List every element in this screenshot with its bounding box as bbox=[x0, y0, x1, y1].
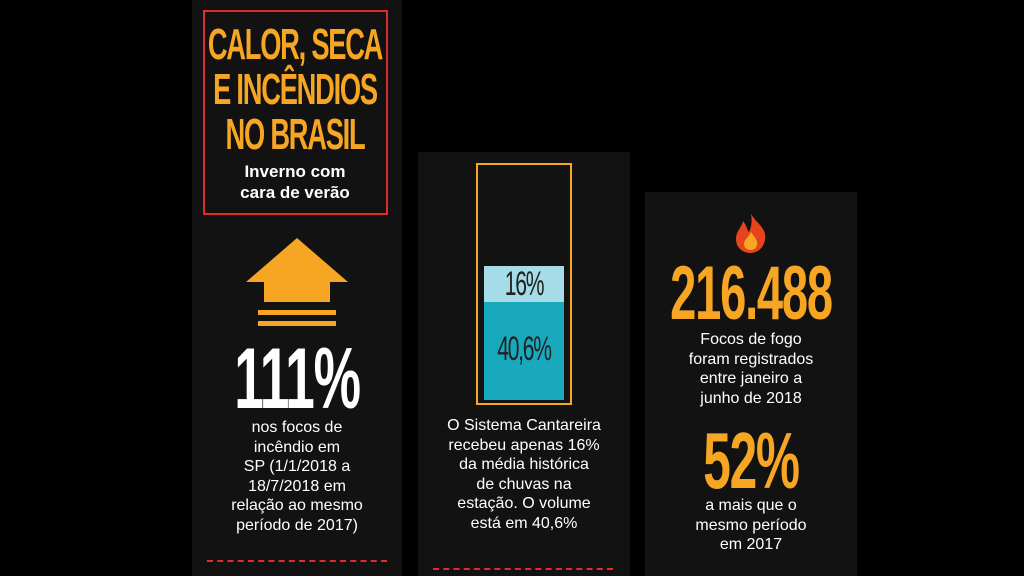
up-arrow-icon bbox=[246, 238, 348, 326]
text-line: nos focos de bbox=[251, 419, 343, 436]
text-line: foram registrados bbox=[688, 350, 814, 368]
title: CALOR, SECA E INCÊNDIOS NO BRASIL bbox=[205, 22, 385, 157]
title-box bbox=[203, 10, 388, 215]
text-line: 18/7/2018 em bbox=[248, 477, 346, 495]
flame-icon bbox=[736, 214, 766, 253]
description: nos focos de incêndio em SP (1/1/2018 a 18/… bbox=[192, 418, 402, 535]
text-line: relação ao mesmo bbox=[231, 497, 363, 514]
volume-label: 40,6% bbox=[497, 330, 552, 368]
text-line: da média histórica bbox=[459, 456, 589, 473]
stat: 52% bbox=[703, 416, 800, 505]
text-line: em 2017 bbox=[719, 536, 783, 553]
text-line: cara de verão bbox=[240, 183, 350, 202]
volume-level bbox=[484, 302, 564, 400]
text-line: a mais que o bbox=[705, 497, 797, 514]
divider bbox=[433, 568, 613, 570]
text-line: CALOR, SECA bbox=[207, 20, 384, 69]
subtitle: Inverno com cara de verão bbox=[205, 161, 385, 203]
divider bbox=[207, 560, 387, 562]
panel bbox=[645, 192, 857, 576]
text-line: entre janeiro a bbox=[699, 370, 803, 387]
description: a mais que o mesmo período em 2017 bbox=[645, 496, 857, 555]
text-line: Inverno com bbox=[244, 162, 346, 181]
text-line: incêndio em bbox=[253, 438, 341, 456]
rain-label: 16% bbox=[504, 265, 545, 303]
text-line: de chuvas na bbox=[476, 475, 572, 493]
stat: 111% bbox=[234, 331, 361, 427]
text-line: estação. O volume bbox=[457, 495, 591, 512]
reservoir bbox=[476, 163, 572, 405]
rain-level bbox=[484, 266, 564, 302]
description: Focos de fogo foram registrados entre jane… bbox=[645, 330, 857, 408]
text-line: período de 2017) bbox=[236, 516, 358, 534]
text-line: recebeu apenas 16% bbox=[448, 436, 600, 454]
text-line: junho de 2018 bbox=[700, 389, 802, 407]
description: O Sistema Cantareira recebeu apenas 16% da… bbox=[418, 416, 630, 533]
text-line: NO BRASIL bbox=[225, 110, 366, 159]
text-line: SP (1/1/2018 a bbox=[243, 458, 351, 475]
text-line: E INCÊNDIOS bbox=[213, 65, 378, 114]
text-line: mesmo período bbox=[695, 516, 807, 534]
text-line: Focos de fogo bbox=[700, 331, 802, 348]
text-line: está em 40,6% bbox=[470, 514, 578, 532]
stat: 216.488 bbox=[670, 251, 833, 336]
text-line: O Sistema Cantareira bbox=[447, 417, 601, 434]
